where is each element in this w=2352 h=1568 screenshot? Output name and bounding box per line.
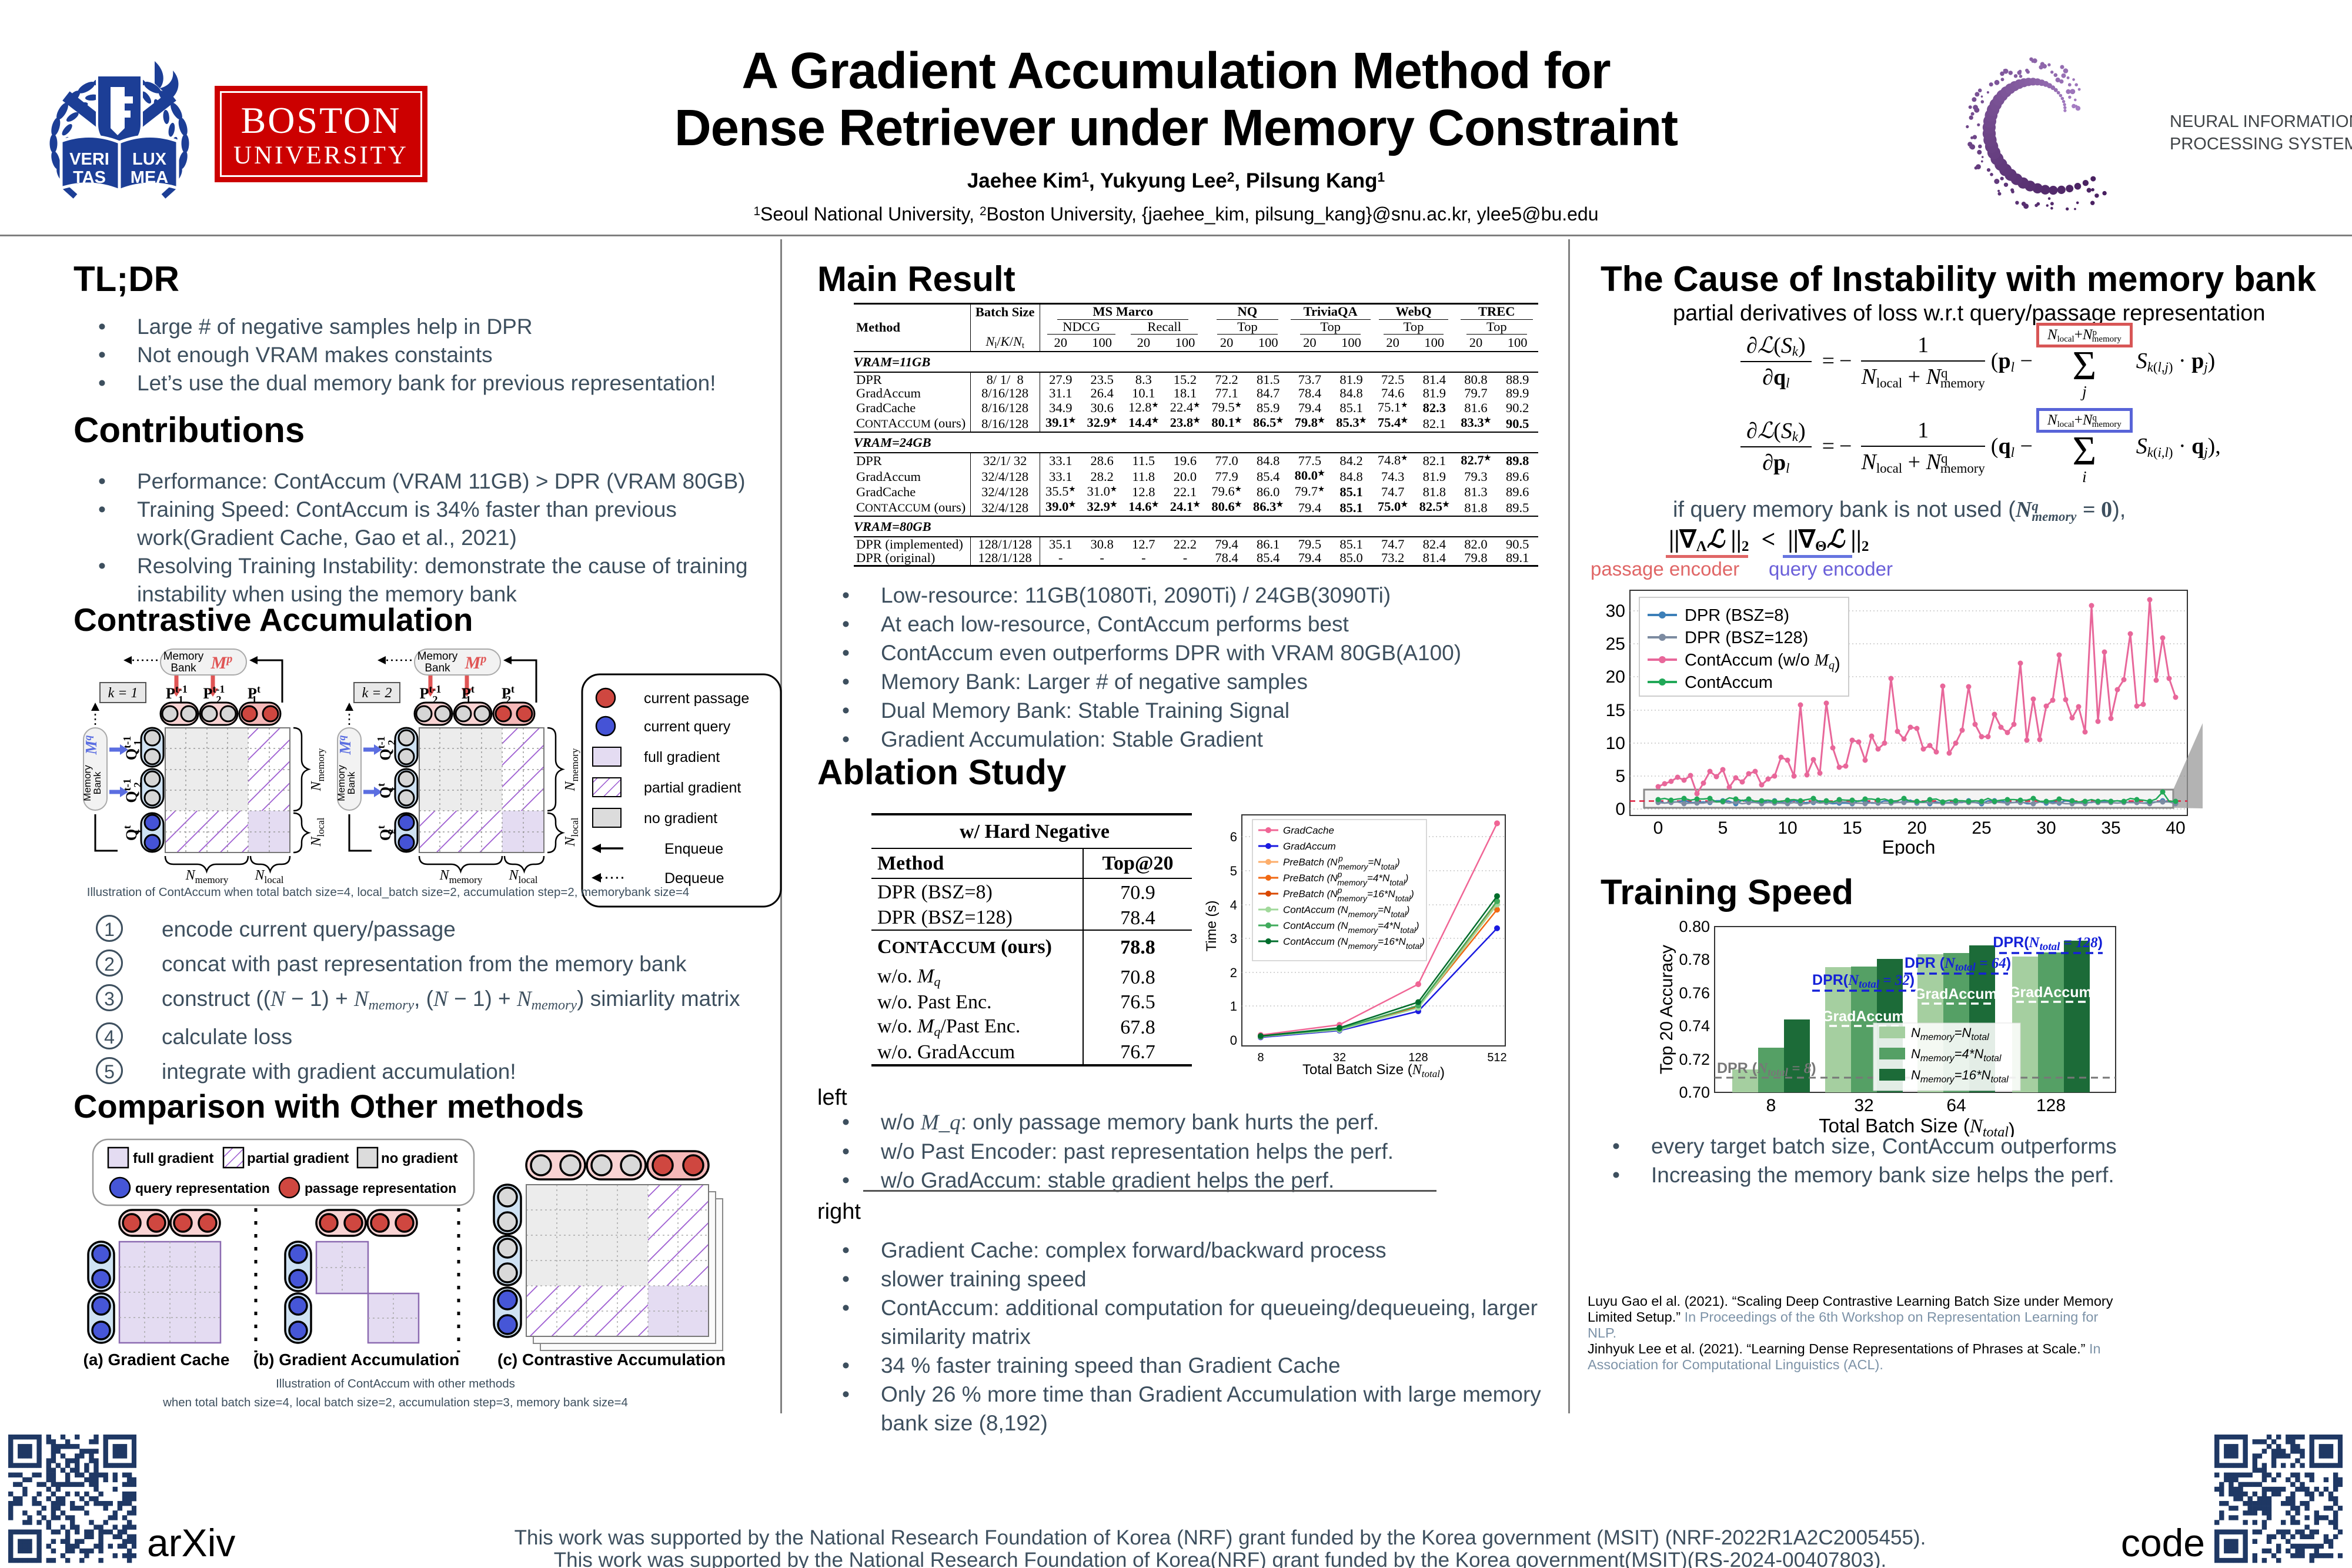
svg-text:k = 1: k = 1 bbox=[108, 686, 138, 701]
svg-text:Memory: Memory bbox=[82, 765, 93, 801]
svg-text:DPR (BSZ=8): DPR (BSZ=8) bbox=[1685, 606, 1789, 625]
svg-text:Dequeue: Dequeue bbox=[664, 870, 724, 887]
svg-text:128: 128 bbox=[2036, 1096, 2066, 1115]
svg-text:TAS: TAS bbox=[73, 168, 106, 187]
svg-text:Nmemory: Nmemory bbox=[309, 748, 326, 791]
svg-text:30: 30 bbox=[1606, 601, 1625, 621]
svg-text:Bank: Bank bbox=[92, 771, 103, 794]
svg-text:GradCache: GradCache bbox=[1283, 825, 1334, 836]
svg-text:current query: current query bbox=[644, 718, 731, 735]
svg-text:0.72: 0.72 bbox=[1679, 1051, 1710, 1068]
svg-text:Time (s): Time (s) bbox=[1204, 900, 1220, 951]
svg-text:PROCESSING SYSTEMS: PROCESSING SYSTEMS bbox=[2170, 135, 2352, 153]
svg-text:Qt-12: Qt-12 bbox=[121, 778, 143, 803]
svg-text:10: 10 bbox=[1606, 734, 1625, 753]
svg-text:MEA: MEA bbox=[131, 168, 169, 187]
svg-text:query representation: query representation bbox=[135, 1181, 270, 1196]
svg-text:0: 0 bbox=[1230, 1033, 1237, 1048]
svg-text:Nlocal: Nlocal bbox=[563, 817, 580, 847]
svg-text:VERI: VERI bbox=[69, 150, 109, 169]
svg-text:0.78: 0.78 bbox=[1679, 951, 1710, 968]
svg-text:30: 30 bbox=[2036, 818, 2056, 838]
svg-text:20: 20 bbox=[1606, 667, 1625, 687]
svg-text:Memory: Memory bbox=[417, 650, 458, 663]
svg-text:GradAccum: GradAccum bbox=[2009, 984, 2092, 1001]
svg-text:8: 8 bbox=[1766, 1096, 1776, 1115]
svg-text:Nlocal: Nlocal bbox=[309, 817, 326, 847]
svg-text:Memory: Memory bbox=[163, 650, 204, 663]
svg-text:DPR (BSZ=128): DPR (BSZ=128) bbox=[1685, 628, 1808, 647]
svg-text:DPR (Ntotal = 8): DPR (Ntotal = 8) bbox=[1717, 1060, 1816, 1079]
svg-text:GradAccum: GradAccum bbox=[1914, 986, 1997, 1002]
svg-text:GradAccum: GradAccum bbox=[1822, 1008, 1905, 1025]
svg-text:DPR(Ntotal = 32): DPR(Ntotal = 32) bbox=[1812, 972, 1915, 991]
svg-text:10: 10 bbox=[1778, 818, 1797, 838]
svg-text:partial gradient: partial gradient bbox=[247, 1151, 349, 1166]
svg-text:15: 15 bbox=[1606, 701, 1625, 720]
svg-text:GradAccum: GradAccum bbox=[1283, 841, 1336, 852]
svg-text:Total Batch Size (Ntotal): Total Batch Size (Ntotal) bbox=[1302, 1062, 1445, 1081]
svg-text:partial gradient: partial gradient bbox=[644, 780, 741, 796]
svg-text:Bank: Bank bbox=[171, 662, 196, 674]
svg-text:1: 1 bbox=[1230, 999, 1237, 1014]
svg-text:full gradient: full gradient bbox=[644, 749, 720, 765]
svg-text:NEURAL INFORMATION: NEURAL INFORMATION bbox=[2170, 112, 2352, 131]
svg-text:5: 5 bbox=[1230, 864, 1237, 878]
svg-text:Qt2: Qt2 bbox=[375, 825, 397, 841]
svg-text:32: 32 bbox=[1854, 1096, 1873, 1115]
svg-text:Qt1: Qt1 bbox=[375, 783, 397, 798]
svg-text:(c) Contrastive Accumulation: (c) Contrastive Accumulation bbox=[497, 1350, 726, 1369]
svg-text:full gradient: full gradient bbox=[133, 1151, 213, 1166]
svg-text:6: 6 bbox=[1230, 830, 1237, 844]
svg-text:Enqueue: Enqueue bbox=[664, 841, 723, 857]
svg-text:passage representation: passage representation bbox=[305, 1181, 456, 1196]
svg-text:8: 8 bbox=[1257, 1051, 1264, 1064]
svg-text:DPR (Ntotal = 64): DPR (Ntotal = 64) bbox=[1905, 955, 2011, 974]
svg-text:Memory: Memory bbox=[336, 765, 347, 801]
svg-text:0.70: 0.70 bbox=[1679, 1084, 1710, 1101]
svg-text:Nmemory: Nmemory bbox=[563, 748, 580, 791]
svg-text:64: 64 bbox=[1946, 1096, 1966, 1115]
svg-text:current passage: current passage bbox=[644, 690, 749, 707]
svg-text:no gradient: no gradient bbox=[644, 810, 717, 827]
svg-text:15: 15 bbox=[1842, 818, 1862, 838]
svg-text:ContAccum (w/o Mq): ContAccum (w/o Mq) bbox=[1685, 651, 1840, 673]
svg-text:LUX: LUX bbox=[132, 150, 167, 169]
svg-text:25: 25 bbox=[1972, 818, 1991, 838]
svg-text:ContAccum: ContAccum bbox=[1685, 673, 1773, 692]
svg-text:Epoch: Epoch bbox=[1882, 837, 1936, 855]
svg-text:0: 0 bbox=[1653, 818, 1663, 838]
svg-text:32: 32 bbox=[1333, 1051, 1346, 1064]
svg-text:no gradient: no gradient bbox=[381, 1151, 458, 1166]
svg-text:0.76: 0.76 bbox=[1679, 984, 1710, 1002]
svg-text:(b) Gradient Accumulation: (b) Gradient Accumulation bbox=[253, 1350, 460, 1369]
svg-text:Qt-11: Qt-11 bbox=[121, 736, 143, 760]
svg-text:Bank: Bank bbox=[346, 771, 357, 794]
svg-text:512: 512 bbox=[1487, 1051, 1506, 1064]
svg-text:(a) Gradient Cache: (a) Gradient Cache bbox=[83, 1350, 230, 1369]
svg-text:35: 35 bbox=[2101, 818, 2120, 838]
svg-text:Bank: Bank bbox=[425, 662, 450, 674]
svg-text:20: 20 bbox=[1907, 818, 1926, 838]
svg-text:k = 2: k = 2 bbox=[362, 686, 392, 701]
svg-text:Top 20 Accuracy: Top 20 Accuracy bbox=[1657, 945, 1676, 1074]
svg-text:5: 5 bbox=[1718, 818, 1728, 838]
svg-text:0.74: 0.74 bbox=[1679, 1017, 1710, 1035]
svg-text:0.80: 0.80 bbox=[1679, 918, 1710, 935]
svg-text:Qt-12: Qt-12 bbox=[375, 736, 397, 760]
svg-text:PreBatch (N pmemory=Ntotal): PreBatch (N p memory=Ntotal) bbox=[1283, 854, 1400, 871]
svg-text:128: 128 bbox=[1408, 1051, 1428, 1064]
svg-text:4: 4 bbox=[1230, 898, 1237, 912]
svg-text:3: 3 bbox=[1230, 931, 1237, 946]
svg-text:Pt-12: Pt-1 2 bbox=[420, 683, 442, 706]
svg-text:40: 40 bbox=[2166, 818, 2185, 838]
svg-text:0: 0 bbox=[1615, 800, 1625, 819]
svg-text:Qt1: Qt1 bbox=[121, 825, 143, 841]
svg-text:2: 2 bbox=[1230, 965, 1237, 980]
svg-text:5: 5 bbox=[1615, 767, 1625, 786]
svg-text:25: 25 bbox=[1606, 634, 1625, 654]
